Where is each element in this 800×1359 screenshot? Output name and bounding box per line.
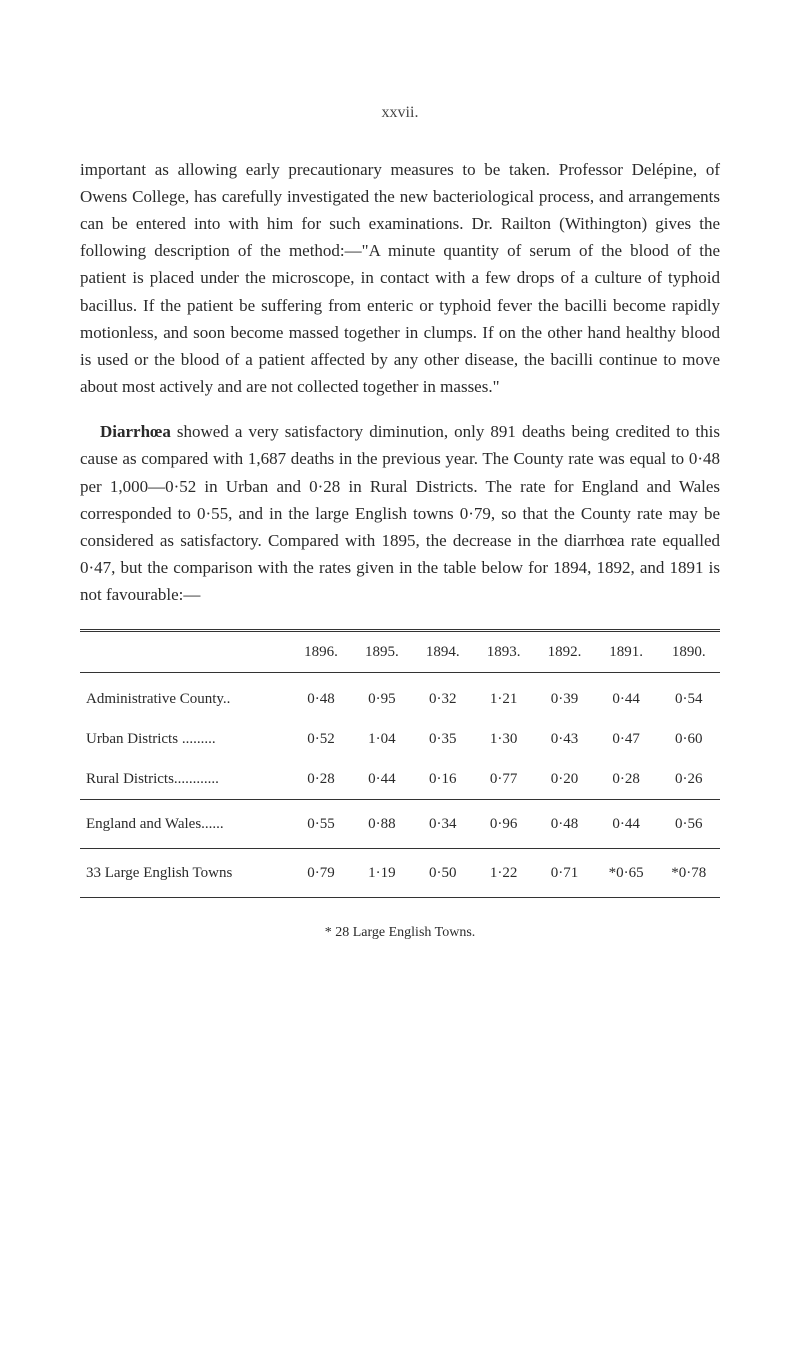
- cell: 1·19: [351, 848, 412, 897]
- cell: 0·32: [412, 679, 473, 719]
- cell: 0·28: [595, 759, 658, 800]
- cell: 0·39: [534, 679, 595, 719]
- table-row: Rural Districts............ 0·28 0·44 0·…: [80, 759, 720, 800]
- row-label: Rural Districts............: [80, 759, 291, 800]
- cell: 0·44: [595, 679, 658, 719]
- cell: 0·60: [657, 719, 720, 759]
- cell: 0·79: [291, 848, 352, 897]
- cell: 0·95: [351, 679, 412, 719]
- cell: 0·55: [291, 799, 352, 848]
- cell: 0·50: [412, 848, 473, 897]
- cell: 0·88: [351, 799, 412, 848]
- cell: 1·04: [351, 719, 412, 759]
- paragraph-1: important as allowing early precautionar…: [80, 156, 720, 401]
- cell: *0·78: [657, 848, 720, 897]
- cell: 0·52: [291, 719, 352, 759]
- cell: 0·20: [534, 759, 595, 800]
- header-year: 1891.: [595, 630, 658, 672]
- table-row-towns: 33 Large English Towns 0·79 1·19 0·50 1·…: [80, 848, 720, 897]
- diarrhoea-text: showed a very satisfactory diminution, o…: [80, 422, 720, 604]
- row-label: Urban Districts .........: [80, 719, 291, 759]
- diarrhoea-title: Diarrhœa: [100, 422, 171, 441]
- cell: 0·28: [291, 759, 352, 800]
- table-row-england: England and Wales...... 0·55 0·88 0·34 0…: [80, 799, 720, 848]
- table-row: Administrative County.. 0·48 0·95 0·32 1…: [80, 679, 720, 719]
- page-number: xxvii.: [80, 100, 720, 126]
- cell: 0·71: [534, 848, 595, 897]
- cell: 0·43: [534, 719, 595, 759]
- cell: 1·22: [473, 848, 534, 897]
- header-year: 1895.: [351, 630, 412, 672]
- cell: 0·56: [657, 799, 720, 848]
- table-row: Urban Districts ......... 0·52 1·04 0·35…: [80, 719, 720, 759]
- row-label: Administrative County..: [80, 679, 291, 719]
- row-label: England and Wales......: [80, 799, 291, 848]
- table-header-row: 1896. 1895. 1894. 1893. 1892. 1891. 1890…: [80, 630, 720, 672]
- cell: 0·48: [534, 799, 595, 848]
- footnote: * 28 Large English Towns.: [80, 922, 720, 944]
- cell: 1·21: [473, 679, 534, 719]
- cell: 0·16: [412, 759, 473, 800]
- cell: 1·30: [473, 719, 534, 759]
- header-year: 1896.: [291, 630, 352, 672]
- cell: 0·44: [351, 759, 412, 800]
- header-year: 1893.: [473, 630, 534, 672]
- cell: 0·96: [473, 799, 534, 848]
- cell: 0·44: [595, 799, 658, 848]
- header-year: 1892.: [534, 630, 595, 672]
- paragraph-diarrhoea: Diarrhœa showed a very satisfactory dimi…: [80, 418, 720, 608]
- cell: 0·48: [291, 679, 352, 719]
- cell: 0·54: [657, 679, 720, 719]
- cell: 0·34: [412, 799, 473, 848]
- cell: 0·35: [412, 719, 473, 759]
- cell: *0·65: [595, 848, 658, 897]
- cell: 0·26: [657, 759, 720, 800]
- cell: 0·47: [595, 719, 658, 759]
- header-blank: [80, 630, 291, 672]
- header-year: 1890.: [657, 630, 720, 672]
- cell: 0·77: [473, 759, 534, 800]
- header-year: 1894.: [412, 630, 473, 672]
- rates-table: 1896. 1895. 1894. 1893. 1892. 1891. 1890…: [80, 629, 720, 898]
- row-label: 33 Large English Towns: [80, 848, 291, 897]
